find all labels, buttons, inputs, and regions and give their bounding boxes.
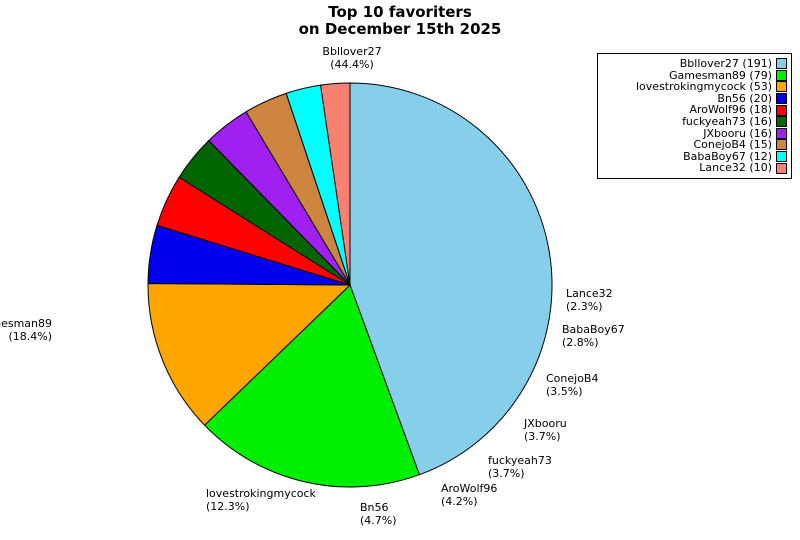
slice-label-name: JXbooru	[524, 417, 567, 430]
slice-label-name: ConejoB4	[546, 372, 599, 385]
legend-color-swatch	[776, 81, 787, 93]
slice-label-conejob4: ConejoB4 (3.5%)	[546, 372, 599, 398]
legend-item-label: AroWolf96 (18)	[689, 103, 773, 117]
chart-title: Top 10 favoriters on December 15th 2025	[0, 4, 800, 38]
legend-item[interactable]: Lance32 (10)	[602, 162, 787, 174]
chart-title-line-2: on December 15th 2025	[298, 20, 502, 38]
slice-label-percent: (3.7%)	[524, 429, 561, 443]
legend-item[interactable]: ConejoB4 (15)	[602, 139, 787, 151]
slice-label-jxbooru: JXbooru (3.7%)	[524, 417, 567, 443]
slice-label-name: BabaBoy67	[562, 323, 625, 336]
slice-label-name: Bbllover27	[322, 45, 382, 58]
slice-label-percent: (12.3%)	[206, 499, 250, 513]
legend-color-swatch	[776, 139, 787, 151]
slice-label-percent: (4.2%)	[441, 494, 478, 508]
legend-color-swatch	[776, 69, 787, 81]
slice-label-name: Bn56	[360, 501, 389, 514]
chart-title-line-1: Top 10 favoriters	[328, 3, 472, 21]
slice-label-bn56: Bn56 (4.7%)	[360, 501, 397, 527]
legend-item-label: JXbooru (16)	[703, 126, 772, 140]
legend-item[interactable]: BabaBoy67 (12)	[602, 151, 787, 163]
slice-label-percent: (4.7%)	[360, 513, 397, 527]
slice-label-arowolf96: AroWolf96 (4.2%)	[441, 482, 498, 508]
slice-label-name: fuckyeah73	[488, 454, 552, 467]
legend-item[interactable]: JXbooru (16)	[602, 128, 787, 140]
slice-label-name: Lance32	[566, 287, 613, 300]
legend-item-label: Bbllover27 (191)	[679, 57, 772, 71]
legend-item[interactable]: lovestrokingmycock (53)	[602, 81, 787, 93]
legend-color-swatch	[776, 104, 787, 116]
pie-slice-group	[147, 82, 553, 488]
slice-label-name: Gamesman89	[0, 317, 52, 330]
slice-label-name: AroWolf96	[441, 482, 498, 495]
slice-label-lovestrokingmycock: lovestrokingmycock (12.3%)	[206, 487, 316, 513]
legend-item[interactable]: Gamesman89 (79)	[602, 70, 787, 82]
legend-item-label: lovestrokingmycock (53)	[636, 80, 772, 94]
legend-color-swatch	[776, 162, 787, 174]
legend-item-label: ConejoB4 (15)	[693, 138, 772, 152]
pie-slice-bbllover27	[349, 82, 553, 476]
legend-item-label: Bn56 (20)	[717, 91, 772, 105]
legend-color-swatch	[776, 58, 787, 70]
legend-item[interactable]: fuckyeah73 (16)	[602, 116, 787, 128]
pie-slice-lovestrokingmycock	[147, 283, 352, 426]
legend-color-swatch	[776, 151, 787, 163]
slice-label-bbllover27: Bbllover27 (44.4%)	[322, 45, 382, 71]
slice-label-percent: (3.5%)	[546, 384, 583, 398]
pie-slice-lance32	[320, 82, 351, 286]
slice-label-name: lovestrokingmycock	[206, 487, 316, 500]
slice-label-fuckyeah73: fuckyeah73 (3.7%)	[488, 454, 552, 480]
slice-label-percent: (44.4%)	[330, 57, 374, 71]
legend-item[interactable]: Bn56 (20)	[602, 93, 787, 105]
slice-label-lance32: Lance32 (2.3%)	[566, 287, 613, 313]
legend-item-label: Gamesman89 (79)	[669, 68, 772, 82]
pie-slice-gamesman89	[203, 284, 421, 488]
legend-item[interactable]: AroWolf96 (18)	[602, 104, 787, 116]
slice-label-percent: (18.4%)	[8, 329, 52, 343]
legend-item-label: Lance32 (10)	[699, 161, 772, 175]
legend-color-swatch	[776, 116, 787, 128]
slice-label-bababoy67: BabaBoy67 (2.8%)	[562, 323, 625, 349]
legend-color-swatch	[776, 93, 787, 105]
legend-item-label: BabaBoy67 (12)	[683, 149, 772, 163]
legend-item-label: fuckyeah73 (16)	[682, 115, 772, 129]
legend-color-swatch	[776, 127, 787, 139]
slice-label-percent: (2.3%)	[566, 299, 603, 313]
slice-label-percent: (3.7%)	[488, 466, 525, 480]
slice-label-percent: (2.8%)	[562, 335, 599, 349]
legend-item[interactable]: Bbllover27 (191)	[602, 58, 787, 70]
chart-legend: Bbllover27 (191) Gamesman89 (79) lovestrok…	[597, 53, 792, 179]
slice-label-gamesman89: Gamesman89(18.4%)	[0, 317, 52, 343]
